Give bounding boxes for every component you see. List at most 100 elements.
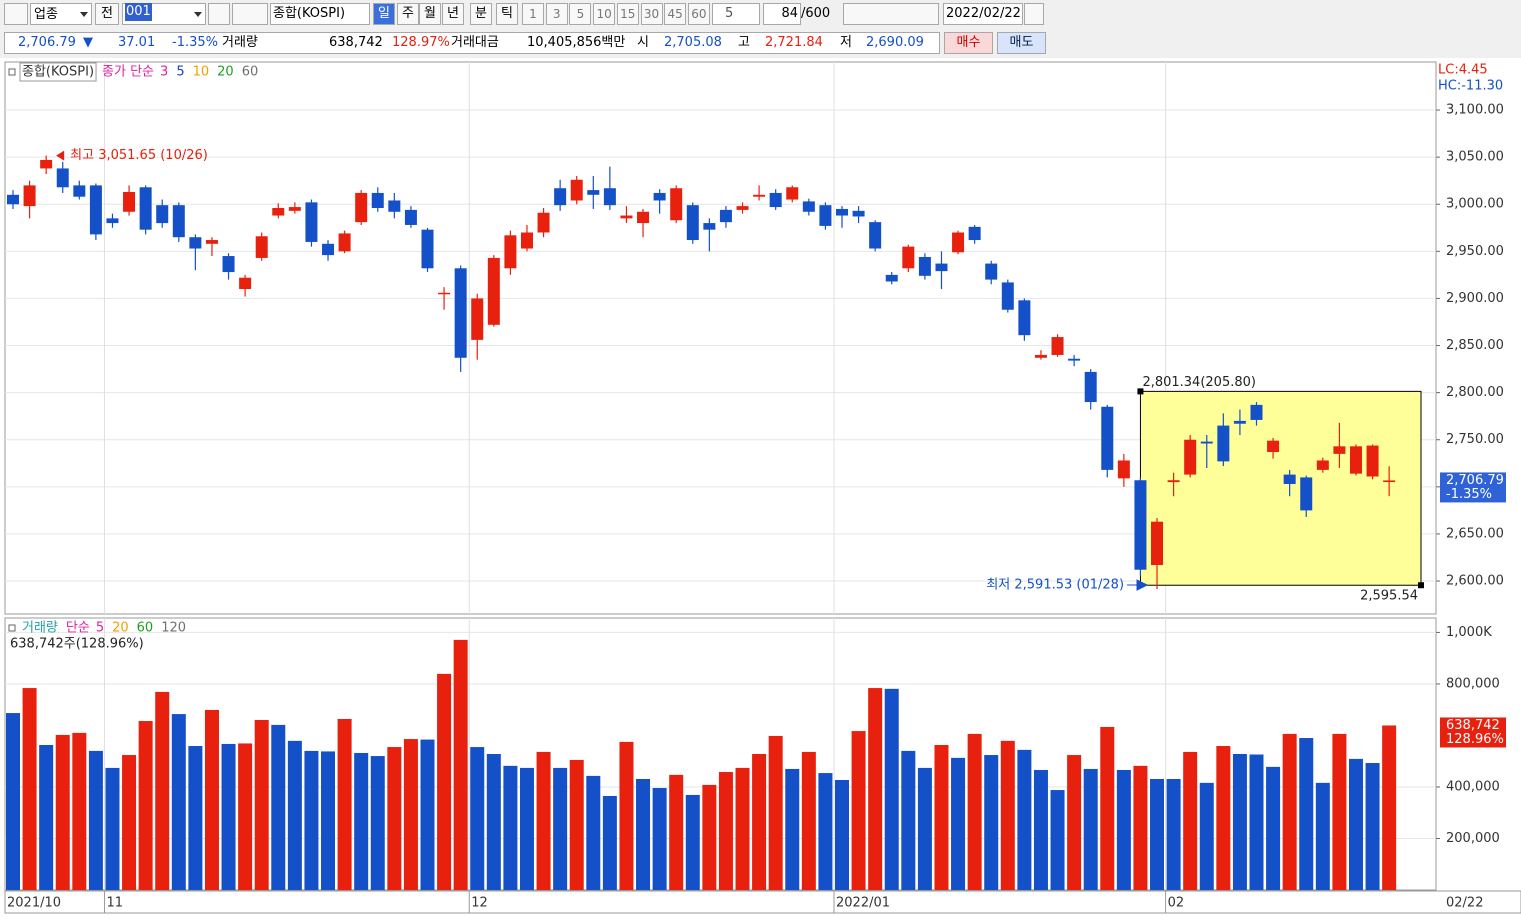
candle-body	[1366, 445, 1379, 477]
interval-button[interactable]: 10	[593, 3, 616, 25]
candle-body	[1267, 440, 1280, 452]
interval-button[interactable]: 30	[640, 3, 663, 25]
calendar-button[interactable]	[1024, 3, 1044, 25]
candle-body	[222, 256, 235, 273]
interval-button[interactable]: 60	[687, 3, 710, 25]
x-tick-label: 2022/01	[836, 896, 890, 911]
volume-bar	[1282, 733, 1297, 890]
y-tick-label: 2,800.00	[1446, 385, 1504, 400]
candle-body	[1300, 477, 1313, 511]
candle-body	[40, 159, 53, 169]
range-handle	[1137, 388, 1144, 395]
search-button[interactable]	[208, 3, 230, 25]
candle-body	[338, 233, 351, 252]
volume-bar	[884, 688, 899, 890]
period-button[interactable]: 년	[442, 3, 464, 25]
candle-body	[255, 236, 268, 258]
candle-body	[819, 205, 832, 226]
nav-button[interactable]	[232, 3, 268, 25]
interval-button[interactable]: 5	[569, 3, 592, 25]
candle-body	[1200, 441, 1213, 444]
candle-body	[1184, 439, 1197, 475]
high-label: 고	[738, 35, 750, 50]
range-low-label: 2,595.54	[1360, 589, 1418, 604]
candle-body	[570, 179, 583, 201]
candle-body	[7, 194, 19, 205]
volume-current: 638,742주(128.96%)	[10, 637, 144, 652]
y-tick-label: 2,950.00	[1446, 244, 1504, 259]
last-volume-change: 128.96%	[1446, 732, 1504, 747]
volume-bar	[569, 759, 584, 890]
volume-bar	[1365, 763, 1380, 890]
interval-button[interactable]: 3	[545, 3, 568, 25]
volume-bar	[619, 741, 634, 890]
volume-bar	[868, 688, 883, 890]
volume-bar	[1166, 778, 1181, 890]
amount: 10,405,856백만	[527, 35, 626, 50]
min-arrow	[1127, 579, 1149, 591]
y-tick-label: 3,000.00	[1446, 197, 1504, 212]
volume-bar	[155, 691, 170, 890]
volume-bar	[437, 673, 452, 890]
legend-ma-period: 120	[161, 621, 186, 636]
volume-bar	[503, 765, 518, 890]
prefix-button[interactable]: 전	[95, 3, 119, 25]
dropdown-arrow	[80, 12, 88, 17]
candle-body	[537, 212, 550, 233]
candle-body	[1084, 371, 1097, 403]
volume-label: 거래량	[222, 35, 258, 50]
buy-button[interactable]: 매수	[944, 32, 993, 54]
tool-buttons[interactable]	[843, 3, 939, 25]
candle-body	[1001, 282, 1014, 310]
sell-button[interactable]: 매도	[997, 32, 1046, 54]
candle-body	[487, 257, 500, 325]
volume-bar	[354, 752, 369, 890]
period-button[interactable]: 주	[397, 3, 419, 25]
candle-body	[355, 192, 368, 223]
interval-field[interactable]: 5	[712, 3, 760, 25]
volume-bar	[1266, 766, 1281, 890]
volume-bar	[1249, 754, 1264, 890]
count-field[interactable]: 84	[763, 3, 801, 25]
code-input[interactable]: 001	[122, 3, 206, 25]
volume-bar	[536, 751, 551, 890]
period-button[interactable]: 월	[419, 3, 441, 25]
volume-bar	[586, 775, 601, 890]
candle-body	[172, 205, 185, 238]
high: 2,721.84	[765, 35, 823, 50]
candle-body	[587, 190, 600, 195]
volume-bar	[254, 720, 269, 890]
candle-body	[902, 246, 915, 269]
period-button[interactable]: 틱	[496, 3, 518, 25]
quote-frame	[4, 32, 940, 54]
legend-ma-period: 20	[112, 621, 129, 636]
candle-body	[421, 229, 434, 269]
volume-bar	[768, 735, 783, 890]
volume-bar	[1315, 782, 1330, 890]
legend-title: 종합(KOSPI)	[22, 65, 94, 80]
period-button[interactable]: 일	[373, 3, 395, 25]
date-field[interactable]: 2022/02/22	[943, 3, 1023, 25]
volume-bar	[1232, 754, 1247, 890]
candle-body	[885, 274, 898, 282]
candle-body	[603, 188, 616, 206]
interval-button[interactable]: 15	[616, 3, 639, 25]
volume-pct: 128.97%	[392, 35, 450, 50]
volume-bar	[718, 772, 733, 890]
low-label: 저	[840, 35, 852, 50]
interval-button[interactable]: 1	[522, 3, 544, 25]
candle-body	[471, 298, 484, 340]
volume-bar	[1083, 768, 1098, 890]
volume-bar	[470, 747, 485, 890]
candle-body	[1217, 425, 1230, 462]
layout-button[interactable]	[4, 3, 28, 25]
volume-bar	[1033, 769, 1048, 890]
y-tick-label: 800,000	[1446, 676, 1500, 691]
period-button[interactable]: 분	[470, 3, 492, 25]
candle-body	[985, 263, 998, 280]
volume-bar	[337, 718, 352, 890]
market-select[interactable]: 업종	[30, 3, 92, 25]
interval-button[interactable]: 45	[664, 3, 687, 25]
